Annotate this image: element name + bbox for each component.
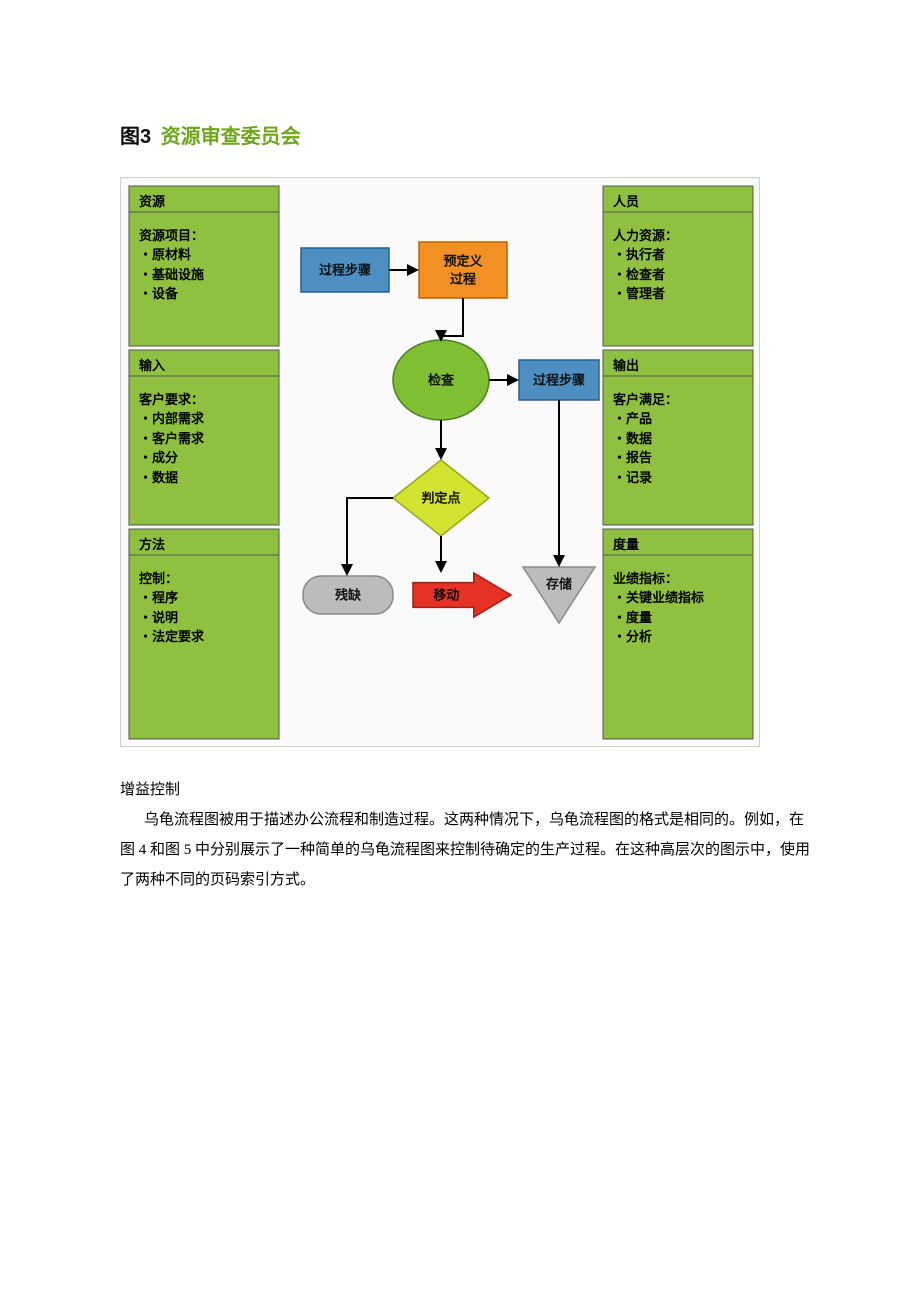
panel-header: 输出 xyxy=(613,356,743,376)
panel-bullet: ・成分 xyxy=(139,448,269,468)
svg-text:存储: 存储 xyxy=(546,576,572,591)
figure-title-text: 资源审查委员会 xyxy=(161,126,301,148)
left-panel-methods-content: 方法控制：・程序・说明・法定要求 xyxy=(129,529,279,739)
panel-bullet: ・法定要求 xyxy=(139,627,269,647)
panel-bullet: ・管理者 xyxy=(613,284,743,304)
svg-text:过程步骤: 过程步骤 xyxy=(533,372,585,387)
panel-bullet: ・原材料 xyxy=(139,245,269,265)
svg-text:残缺: 残缺 xyxy=(335,587,362,602)
panel-bullet: ・记录 xyxy=(613,468,743,488)
panel-bullet: ・内部需求 xyxy=(139,409,269,429)
node-defect: 残缺 xyxy=(303,576,393,614)
node-check: 检查 xyxy=(393,340,489,420)
left-panel-resources-content: 资源资源项目：・原材料・基础设施・设备 xyxy=(129,186,279,346)
panel-header: 人员 xyxy=(613,192,743,212)
panel-header: 输入 xyxy=(139,356,269,376)
page: 图3 资源审查委员会 过程步骤预定义过程过程步骤检查判定点残缺移动存储 资源资源… xyxy=(0,0,920,1302)
panel-subheader: 客户要求： xyxy=(139,390,269,410)
node-store: 存储 xyxy=(523,567,595,623)
svg-text:检查: 检查 xyxy=(428,372,455,387)
right-panel-people-content: 人员人力资源：・执行者・检查者・管理者 xyxy=(603,186,753,346)
panel-bullet: ・报告 xyxy=(613,448,743,468)
panel-bullet: ・执行者 xyxy=(613,245,743,265)
figure-title: 图3 资源审查委员会 xyxy=(120,120,840,149)
panel-bullet: ・客户需求 xyxy=(139,429,269,449)
body-text: 增益控制 乌龟流程图被用于描述办公流程和制造过程。这两种情况下，乌龟流程图的格式… xyxy=(120,775,810,895)
panel-bullet: ・程序 xyxy=(139,588,269,608)
turtle-diagram: 过程步骤预定义过程过程步骤检查判定点残缺移动存储 资源资源项目：・原材料・基础设… xyxy=(120,177,760,747)
svg-text:过程: 过程 xyxy=(450,271,476,286)
figure-number: 图3 xyxy=(120,126,151,148)
body-heading: 增益控制 xyxy=(120,775,810,805)
svg-text:移动: 移动 xyxy=(433,587,459,602)
panel-bullet: ・说明 xyxy=(139,608,269,628)
panel-subheader: 控制： xyxy=(139,569,269,589)
right-panel-measures-content: 度量业绩指标：・关键业绩指标・度量・分析 xyxy=(603,529,753,739)
panel-bullet: ・基础设施 xyxy=(139,265,269,285)
arrow-decision-to-defect xyxy=(347,498,393,574)
panel-header: 度量 xyxy=(613,535,743,555)
panel-subheader: 业绩指标： xyxy=(613,569,743,589)
svg-text:判定点: 判定点 xyxy=(421,490,460,505)
panel-bullet: ・数据 xyxy=(139,468,269,488)
panel-subheader: 资源项目： xyxy=(139,226,269,246)
panel-bullet: ・检查者 xyxy=(613,265,743,285)
svg-text:预定义: 预定义 xyxy=(443,253,483,268)
node-decision: 判定点 xyxy=(393,460,489,536)
body-paragraph: 乌龟流程图被用于描述办公流程和制造过程。这两种情况下，乌龟流程图的格式是相同的。… xyxy=(120,805,810,895)
panel-subheader: 人力资源： xyxy=(613,226,743,246)
panel-subheader: 客户满足： xyxy=(613,390,743,410)
node-process-step-2: 过程步骤 xyxy=(519,360,599,400)
node-move: 移动 xyxy=(413,573,511,617)
panel-bullet: ・度量 xyxy=(613,608,743,628)
panel-bullet: ・产品 xyxy=(613,409,743,429)
panel-header: 资源 xyxy=(139,192,269,212)
panel-bullet: ・分析 xyxy=(613,627,743,647)
right-panel-outputs-content: 输出客户满足：・产品・数据・报告・记录 xyxy=(603,350,753,525)
node-predefined-process: 预定义过程 xyxy=(419,242,507,298)
panel-header: 方法 xyxy=(139,535,269,555)
node-process-step-1: 过程步骤 xyxy=(301,248,389,292)
svg-text:过程步骤: 过程步骤 xyxy=(319,262,371,277)
panel-bullet: ・设备 xyxy=(139,284,269,304)
arrow-predefined_process-to-check xyxy=(441,298,463,340)
panel-bullet: ・数据 xyxy=(613,429,743,449)
left-panel-inputs-content: 输入客户要求：・内部需求・客户需求・成分・数据 xyxy=(129,350,279,525)
panel-bullet: ・关键业绩指标 xyxy=(613,588,743,608)
